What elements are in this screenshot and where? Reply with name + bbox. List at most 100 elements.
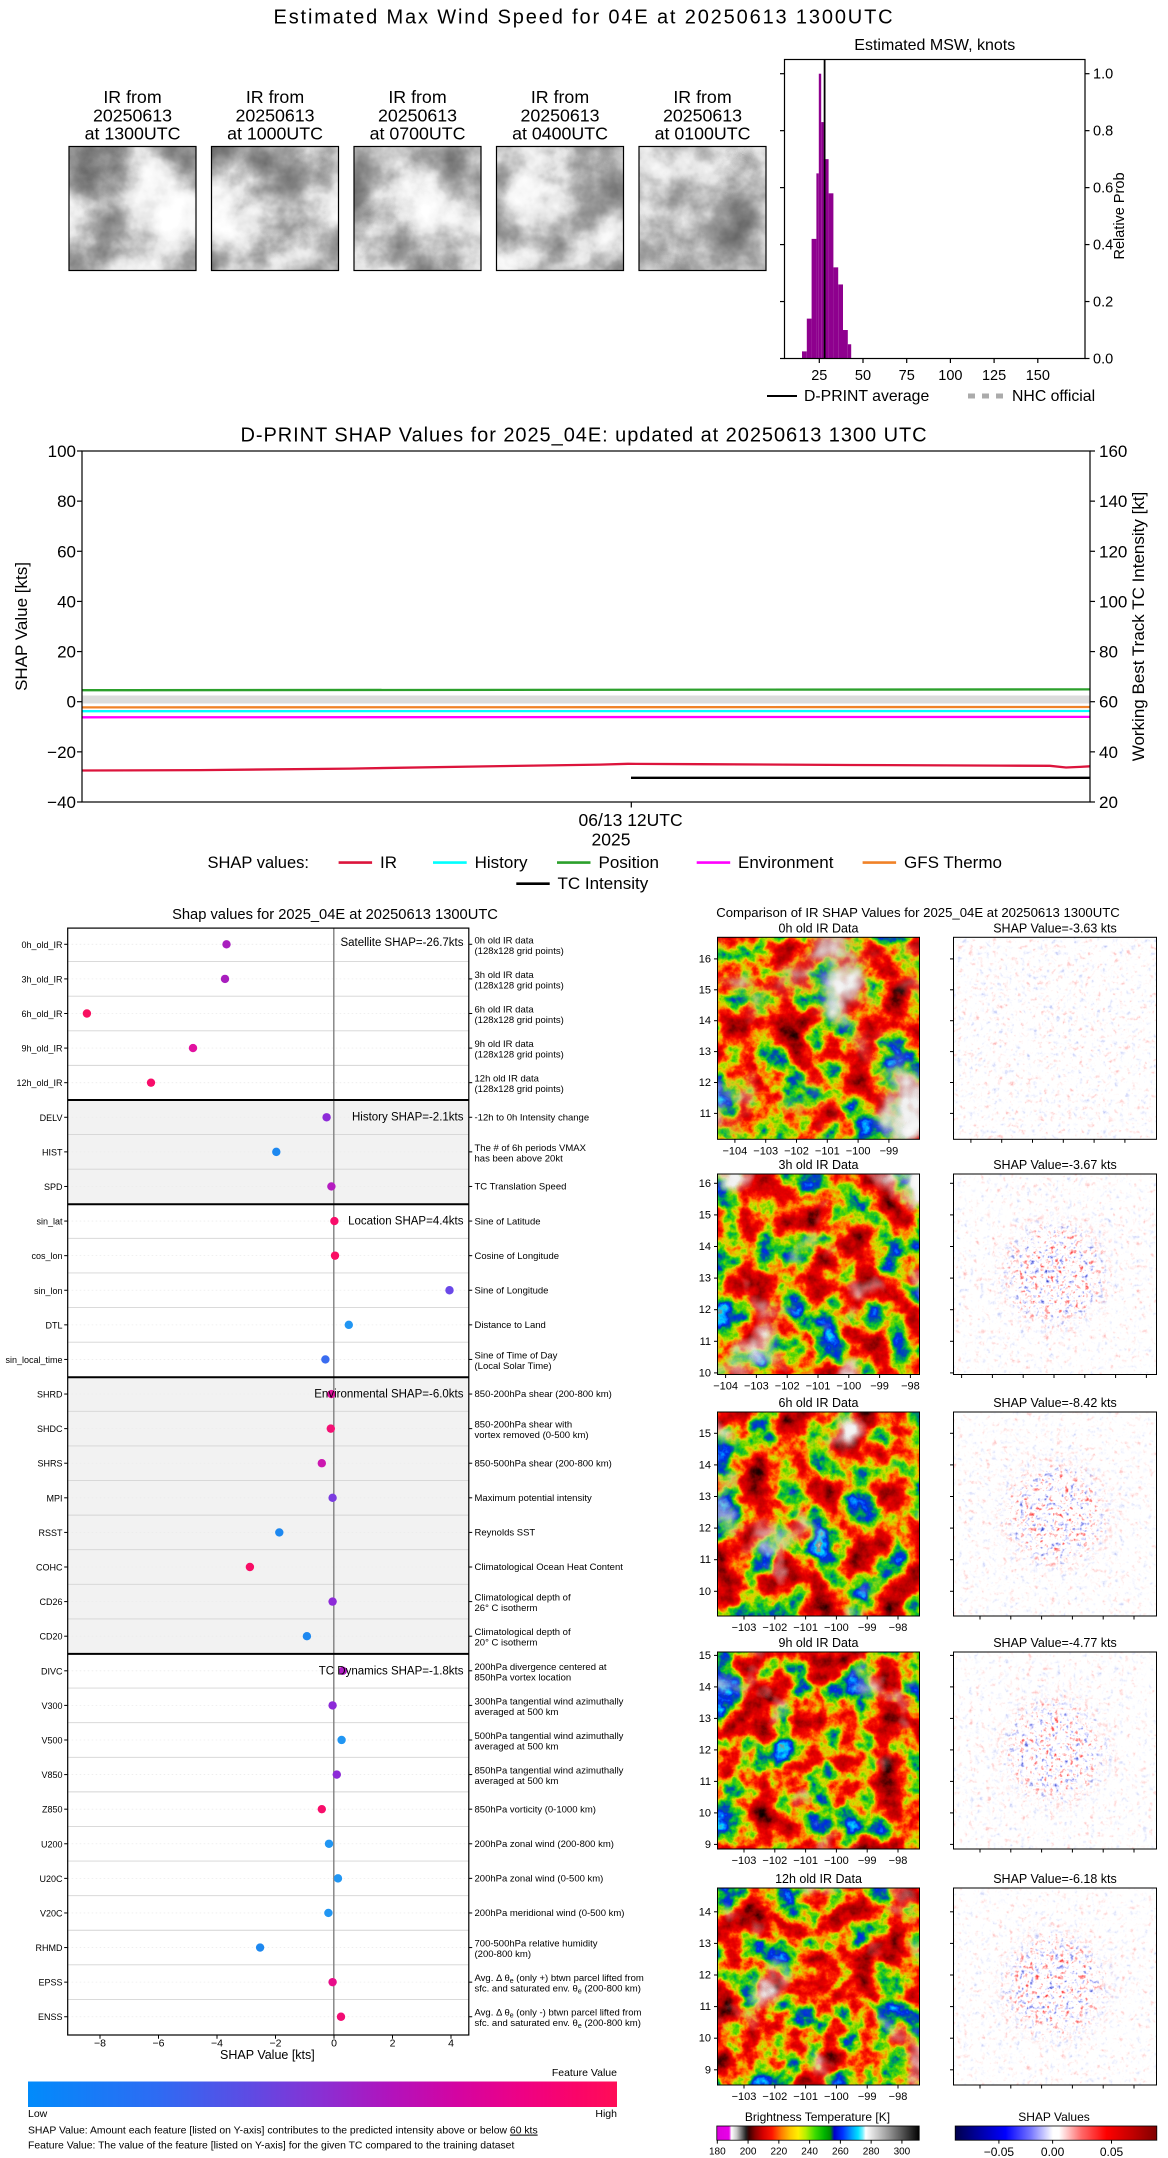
svg-text:850-500hPa shear (200-800 km): 850-500hPa shear (200-800 km) xyxy=(475,1458,612,1469)
svg-text:averaged at 500 km: averaged at 500 km xyxy=(475,1707,559,1718)
svg-text:300hPa tangential wind azimuth: 300hPa tangential wind azimuthally xyxy=(475,1696,624,1707)
svg-text:15: 15 xyxy=(699,1428,711,1440)
svg-text:SHAP Value=-3.63 kts: SHAP Value=-3.63 kts xyxy=(993,921,1117,935)
svg-text:SHAP Value=-4.77 kts: SHAP Value=-4.77 kts xyxy=(993,1636,1117,1650)
svg-text:Position: Position xyxy=(599,853,659,872)
svg-text:MPI: MPI xyxy=(46,1493,62,1503)
svg-text:13: 13 xyxy=(699,1273,711,1285)
svg-text:16: 16 xyxy=(699,1178,711,1190)
svg-text:cos_lon: cos_lon xyxy=(31,1251,62,1261)
svg-text:averaged at 500 km: averaged at 500 km xyxy=(475,1776,559,1787)
svg-text:at 1000UTC: at 1000UTC xyxy=(227,124,323,144)
svg-text:4: 4 xyxy=(448,2037,454,2049)
svg-text:−103: −103 xyxy=(732,2091,757,2103)
svg-text:11: 11 xyxy=(700,1554,711,1566)
svg-text:−40: −40 xyxy=(47,793,76,812)
svg-text:200: 200 xyxy=(740,2147,757,2158)
svg-text:TC Translation Speed: TC Translation Speed xyxy=(475,1182,567,1193)
svg-text:0.8: 0.8 xyxy=(1093,124,1113,140)
svg-text:vortex removed (0-500 km): vortex removed (0-500 km) xyxy=(475,1430,589,1441)
svg-text:−101: −101 xyxy=(806,1381,831,1393)
svg-text:−103: −103 xyxy=(732,1855,757,1867)
svg-text:DTL: DTL xyxy=(45,1320,62,1330)
svg-text:Feature Value: Feature Value xyxy=(552,2067,617,2079)
svg-text:SHAP Value=-8.42 kts: SHAP Value=-8.42 kts xyxy=(993,1396,1117,1410)
svg-text:6h old IR data: 6h old IR data xyxy=(475,1004,535,1015)
svg-text:15: 15 xyxy=(699,984,711,996)
svg-text:06/13 12UTC: 06/13 12UTC xyxy=(579,810,683,830)
svg-text:−2: −2 xyxy=(270,2037,282,2049)
svg-text:10: 10 xyxy=(699,1807,711,1819)
svg-text:RHMD: RHMD xyxy=(36,1943,63,1953)
svg-text:20250613: 20250613 xyxy=(93,106,172,126)
svg-text:14: 14 xyxy=(699,1459,711,1471)
svg-text:20250613: 20250613 xyxy=(235,106,314,126)
svg-text:25: 25 xyxy=(811,368,827,384)
svg-text:−103: −103 xyxy=(753,1145,778,1157)
svg-text:CD26: CD26 xyxy=(39,1597,62,1607)
svg-text:IR from: IR from xyxy=(388,87,446,107)
svg-text:700-500hPa relative humidity: 700-500hPa relative humidity xyxy=(475,1939,598,1950)
svg-text:14: 14 xyxy=(699,1241,711,1253)
svg-text:SHAP Value: Amount each featur: SHAP Value: Amount each feature [listed … xyxy=(28,2126,538,2137)
svg-text:−104: −104 xyxy=(723,1145,748,1157)
svg-text:−100: −100 xyxy=(824,2091,849,2103)
svg-text:140: 140 xyxy=(1099,492,1127,511)
svg-text:0: 0 xyxy=(331,2037,337,2049)
svg-text:−98: −98 xyxy=(889,2091,908,2103)
svg-text:−99: −99 xyxy=(870,1381,889,1393)
svg-text:SHAP Value=-6.18 kts: SHAP Value=-6.18 kts xyxy=(993,1872,1117,1886)
svg-text:100: 100 xyxy=(48,442,76,461)
svg-text:60: 60 xyxy=(1099,693,1118,712)
svg-text:9: 9 xyxy=(705,1839,711,1851)
svg-text:3h old IR data: 3h old IR data xyxy=(475,970,535,981)
svg-text:DIVC: DIVC xyxy=(41,1666,63,1676)
svg-text:10: 10 xyxy=(699,2033,711,2045)
svg-text:V20C: V20C xyxy=(40,1908,63,1918)
svg-text:GFS Thermo: GFS Thermo xyxy=(904,853,1002,872)
svg-text:has been above 20kt: has been above 20kt xyxy=(475,1153,564,1164)
svg-text:12: 12 xyxy=(699,1523,711,1535)
svg-text:−4: −4 xyxy=(211,2037,223,2049)
svg-text:Avg. Δ θe (only +) btwn parcel: Avg. Δ θe (only +) btwn parcel lifted fr… xyxy=(475,1973,644,1985)
svg-text:ENSS: ENSS xyxy=(38,2012,63,2022)
svg-text:850-200hPa shear with: 850-200hPa shear with xyxy=(475,1420,573,1431)
svg-text:SHRD: SHRD xyxy=(37,1390,63,1400)
svg-text:The # of 6h periods VMAX: The # of 6h periods VMAX xyxy=(475,1143,587,1154)
svg-text:(200-800 km): (200-800 km) xyxy=(475,1949,532,1960)
svg-text:−102: −102 xyxy=(762,2091,787,2103)
svg-text:−98: −98 xyxy=(901,1381,920,1393)
svg-text:2025: 2025 xyxy=(592,830,631,850)
svg-text:11: 11 xyxy=(700,2001,711,2013)
svg-text:12: 12 xyxy=(699,1304,711,1316)
svg-text:V300: V300 xyxy=(41,1701,62,1711)
svg-text:−103: −103 xyxy=(744,1381,769,1393)
svg-text:IR from: IR from xyxy=(673,87,731,107)
svg-text:300: 300 xyxy=(894,2147,911,2158)
svg-text:220: 220 xyxy=(770,2147,787,2158)
svg-text:15: 15 xyxy=(699,1650,711,1662)
svg-text:−20: −20 xyxy=(47,743,76,762)
svg-text:sfc. and saturated env. θe (20: sfc. and saturated env. θe (200-800 km) xyxy=(475,1984,641,1996)
svg-text:−102: −102 xyxy=(775,1381,800,1393)
svg-text:12: 12 xyxy=(699,1744,711,1756)
svg-text:COHC: COHC xyxy=(36,1563,63,1573)
svg-text:History SHAP=-2.1kts: History SHAP=-2.1kts xyxy=(352,1111,464,1123)
svg-text:SHAP values:: SHAP values: xyxy=(208,854,310,872)
svg-text:850hPa tangential wind azimuth: 850hPa tangential wind azimuthally xyxy=(475,1766,624,1777)
svg-text:−99: −99 xyxy=(858,2091,877,2103)
svg-text:60: 60 xyxy=(57,542,76,561)
svg-text:U200: U200 xyxy=(41,1839,63,1849)
svg-text:200hPa meridional wind (0-500: 200hPa meridional wind (0-500 km) xyxy=(475,1908,625,1919)
svg-text:Satellite SHAP=-26.7kts: Satellite SHAP=-26.7kts xyxy=(340,937,463,949)
svg-text:Relative Prob: Relative Prob xyxy=(1112,172,1128,259)
svg-text:at 1300UTC: at 1300UTC xyxy=(85,124,181,144)
svg-text:0h old IR data: 0h old IR data xyxy=(475,935,535,946)
svg-text:TC Dynamics SHAP=-1.8kts: TC Dynamics SHAP=-1.8kts xyxy=(319,1666,464,1678)
svg-text:CD20: CD20 xyxy=(39,1632,62,1642)
svg-text:40: 40 xyxy=(1099,743,1118,762)
svg-text:−100: −100 xyxy=(824,1855,849,1867)
svg-text:Working Best Track TC Intensit: Working Best Track TC Intensity [kt] xyxy=(1129,492,1148,762)
svg-text:−99: −99 xyxy=(858,1855,877,1867)
svg-text:26° C isotherm: 26° C isotherm xyxy=(475,1603,538,1614)
